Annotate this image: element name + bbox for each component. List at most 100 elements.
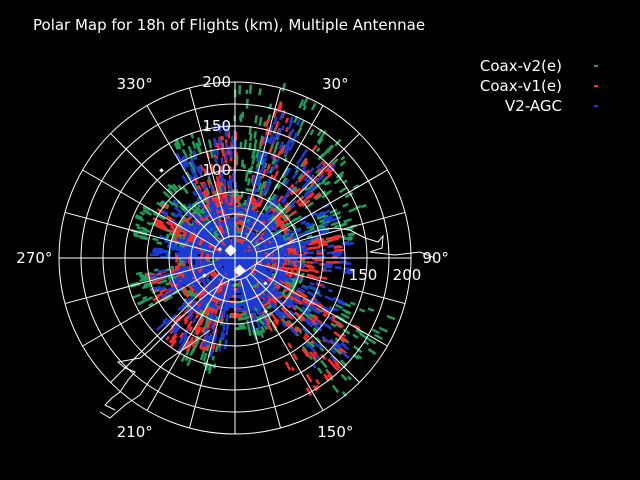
data-point: [246, 195, 251, 204]
data-point: [304, 221, 310, 226]
data-point: [165, 335, 170, 341]
data-point: [242, 211, 248, 222]
data-point: [243, 139, 248, 149]
data-point: [317, 242, 328, 247]
data-point: [366, 337, 377, 345]
data-point: [172, 183, 179, 191]
data-point: [305, 306, 312, 313]
data-point: [160, 292, 170, 299]
data-point: [246, 287, 253, 297]
data-point: [291, 328, 298, 336]
data-point: [249, 230, 259, 238]
data-point: [308, 354, 313, 360]
grid-spoke: [188, 87, 230, 237]
data-point: [242, 228, 247, 234]
data-point: [165, 220, 174, 227]
data-point: [315, 249, 326, 253]
data-point: [288, 294, 297, 302]
data-point: [182, 203, 189, 210]
data-point: [305, 373, 313, 383]
data-point: [220, 317, 224, 326]
data-point: [201, 342, 206, 348]
data-point: [170, 225, 176, 230]
data-point: [201, 304, 207, 310]
data-point: [307, 265, 315, 269]
data-point: [235, 326, 247, 331]
data-point: [259, 253, 266, 257]
data-point: [360, 203, 367, 209]
data-point: [274, 120, 280, 131]
data-point: [262, 277, 272, 285]
data-point: [330, 220, 341, 227]
data-point: [309, 129, 315, 136]
data-point: [171, 211, 179, 218]
data-point: [206, 335, 213, 346]
data-point: [209, 203, 214, 209]
data-point: [316, 251, 324, 255]
data-point: [189, 174, 195, 182]
data-point: [190, 219, 201, 229]
data-point: [301, 325, 311, 335]
data-point: [168, 228, 178, 235]
data-point: [261, 316, 268, 327]
data-point: [211, 238, 217, 244]
data-point: [165, 268, 171, 272]
data-point: [279, 224, 288, 235]
data-point: [269, 234, 278, 241]
theta-tick-label: 270°: [16, 249, 52, 267]
data-point: [139, 274, 144, 278]
grid-spoke: [110, 273, 220, 383]
data-point: [186, 211, 196, 221]
data-point: [328, 339, 335, 345]
data-point: [246, 310, 250, 316]
data-point: [287, 120, 294, 130]
data-point: [350, 301, 356, 306]
data-point: [308, 344, 316, 353]
data-point: [303, 158, 309, 164]
data-point: [255, 187, 259, 193]
data-point: [340, 341, 347, 348]
data-point: [301, 243, 307, 247]
data-point: [284, 149, 290, 156]
data-point: [346, 269, 355, 274]
station-marker: [159, 168, 164, 173]
theta-tick-label: 150°: [317, 423, 353, 441]
data-point: [177, 285, 183, 291]
grid-spoke: [110, 133, 220, 243]
data-point: [271, 200, 279, 209]
data-point: [291, 244, 300, 249]
data-point: [203, 237, 214, 245]
data-point: [183, 341, 189, 348]
data-point: [237, 261, 245, 269]
data-point: [172, 199, 180, 206]
data-point: [267, 260, 275, 264]
data-point: [330, 348, 336, 354]
data-point: [302, 160, 309, 168]
data-point: [246, 267, 252, 272]
data-point: [296, 326, 303, 333]
data-point: [235, 247, 240, 254]
data-point: [152, 237, 159, 242]
data-point: [248, 125, 253, 136]
data-point: [234, 258, 240, 266]
data-point: [316, 174, 326, 183]
data-point: [255, 236, 264, 243]
data-point: [341, 332, 346, 338]
data-point: [208, 303, 218, 310]
data-point: [136, 299, 145, 306]
data-point: [277, 194, 284, 203]
data-point: [306, 234, 313, 239]
data-point: [277, 101, 283, 111]
data-point: [282, 224, 289, 232]
data-point: [188, 235, 194, 240]
data-point: [197, 167, 203, 178]
data-point: [315, 210, 325, 217]
data-point: [261, 274, 269, 281]
data-point: [316, 134, 325, 144]
data-point: [257, 284, 265, 292]
data-point: [216, 183, 221, 193]
data-point: [180, 217, 189, 224]
data-point: [210, 287, 219, 297]
data-point: [249, 133, 253, 142]
data-point: [262, 157, 268, 167]
